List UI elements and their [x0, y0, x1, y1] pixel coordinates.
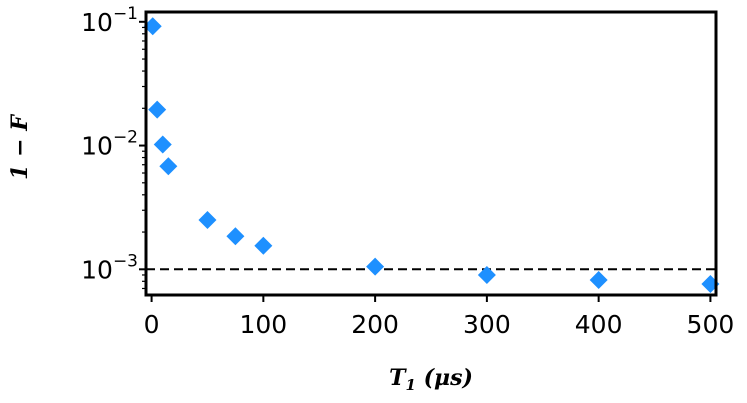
data-points	[143, 17, 720, 294]
axis-ticks	[139, 20, 712, 302]
y-axis-label: 1 − F	[7, 114, 33, 180]
x-tick-label: 300	[463, 310, 511, 339]
y-tick-labels: 10−3 10−2 10−1	[81, 4, 138, 285]
data-point	[226, 227, 245, 246]
data-point	[589, 270, 608, 289]
y-tick-label: 10−1	[81, 4, 138, 37]
y-tick-label: 10−3	[81, 251, 138, 284]
data-point	[198, 211, 217, 230]
x-tick-label: 400	[575, 310, 623, 339]
data-point	[153, 135, 172, 154]
data-point	[477, 265, 496, 284]
x-tick-label: 200	[351, 310, 399, 339]
x-tick-label: 100	[239, 310, 287, 339]
x-tick-label: 0	[144, 310, 160, 339]
x-tick-label: 500	[687, 310, 735, 339]
data-point	[366, 257, 385, 276]
x-axis-label: T1 (μs)	[389, 365, 473, 394]
data-point	[148, 100, 167, 119]
data-point	[254, 236, 273, 255]
plot-frame	[144, 10, 718, 297]
y-tick-label: 10−2	[81, 128, 138, 161]
data-point	[143, 17, 162, 36]
data-point	[159, 157, 178, 176]
x-tick-labels: 0 100 200 300 400 500	[144, 310, 735, 339]
